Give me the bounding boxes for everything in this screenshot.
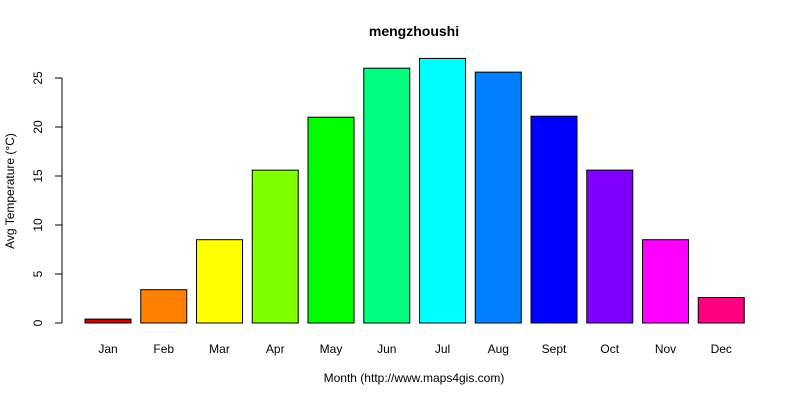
bar-nov	[642, 239, 689, 324]
x-tick-label: Feb	[153, 342, 174, 356]
x-tick-label: Nov	[655, 342, 676, 356]
bar-jan	[84, 318, 132, 324]
bar-jul	[419, 57, 466, 324]
bar-sept	[530, 115, 578, 324]
y-tick-label: 20	[31, 120, 45, 134]
x-tick-label: Mar	[209, 342, 230, 356]
y-axis-ticks: 0 5 10 15 20 25	[31, 71, 62, 326]
x-tick-label: Aug	[488, 342, 509, 356]
x-tick-label: Dec	[711, 342, 732, 356]
bar-feb	[140, 289, 188, 324]
y-tick-label: 15	[31, 169, 45, 183]
bar-aug	[474, 71, 522, 324]
x-tick-label: May	[320, 342, 343, 356]
chart-title: mengzhoushi	[369, 23, 459, 39]
y-axis-label: Avg Temperature (°C)	[3, 133, 17, 249]
x-tick-label: Apr	[266, 342, 285, 356]
bar-dec	[697, 297, 745, 324]
bar-oct	[586, 169, 634, 324]
y-tick-label: 10	[31, 218, 45, 232]
bar-may	[307, 116, 355, 324]
bar-jun	[363, 67, 411, 324]
bar-mar	[196, 239, 243, 324]
y-tick-label: 0	[31, 319, 45, 326]
x-axis-label: Month (http://www.maps4gis.com)	[324, 371, 505, 385]
x-tick-label: Oct	[600, 342, 619, 356]
bar-group	[84, 57, 745, 324]
x-tick-label: Jul	[435, 342, 450, 356]
y-tick-label: 5	[31, 270, 45, 277]
x-tick-label: Jan	[98, 342, 117, 356]
bar-apr	[251, 169, 299, 324]
x-tick-label: Jun	[377, 342, 396, 356]
x-tick-label: Sept	[542, 342, 567, 356]
y-tick-label: 25	[31, 71, 45, 85]
x-axis-tick-labels: Jan Feb Mar Apr May Jun Jul Aug Sept Oct Nov Dec	[98, 342, 732, 356]
